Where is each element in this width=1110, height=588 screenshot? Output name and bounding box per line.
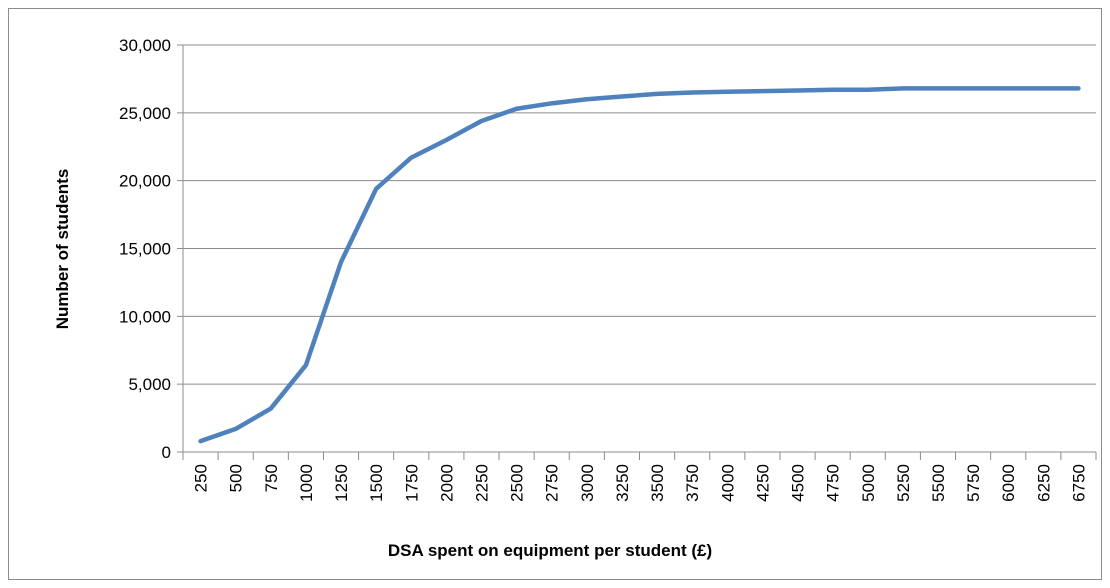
x-tick-label: 4500 [789, 464, 808, 502]
x-tick-label: 3500 [648, 464, 667, 502]
x-tick-label: 2250 [472, 464, 491, 502]
y-tick-label: 20,000 [119, 172, 171, 191]
data-line [198, 86, 1081, 444]
x-tick-label: 1000 [297, 464, 316, 502]
y-tick-label: 30,000 [119, 36, 171, 55]
x-tick-label: 4750 [824, 464, 843, 502]
x-tick-label: 6000 [999, 464, 1018, 502]
x-tick-label: 5500 [929, 464, 948, 502]
x-tick-label: 6750 [1069, 464, 1088, 502]
x-tick-label: 5000 [859, 464, 878, 502]
x-tick-label: 3750 [683, 464, 702, 502]
x-tick-label: 5750 [964, 464, 983, 502]
x-tick-label: 6250 [1034, 464, 1053, 502]
x-tick-label: 750 [262, 464, 281, 492]
y-axis-label: Number of students [53, 169, 72, 330]
x-tick-label: 2500 [508, 464, 527, 502]
x-tick-label: 1500 [367, 464, 386, 502]
x-tick-label: 4250 [753, 464, 772, 502]
x-tick-label: 500 [227, 464, 246, 492]
y-tick-label: 25,000 [119, 104, 171, 123]
x-tick-label: 3250 [613, 464, 632, 502]
y-tick-label: 5,000 [128, 375, 171, 394]
x-tick-label: 250 [192, 464, 211, 492]
x-tick-label: 3000 [578, 464, 597, 502]
x-axis-label: DSA spent on equipment per student (£) [388, 541, 712, 560]
x-tick-label: 4000 [718, 464, 737, 502]
x-tick-label: 1250 [332, 464, 351, 502]
y-tick-label: 10,000 [119, 307, 171, 326]
x-tick-label: 2750 [543, 464, 562, 502]
x-tick-label: 2000 [437, 464, 456, 502]
x-tick-label: 5250 [894, 464, 913, 502]
y-tick-label: 15,000 [119, 240, 171, 259]
x-tick-label: 1750 [402, 464, 421, 502]
y-tick-label: 0 [162, 443, 171, 462]
